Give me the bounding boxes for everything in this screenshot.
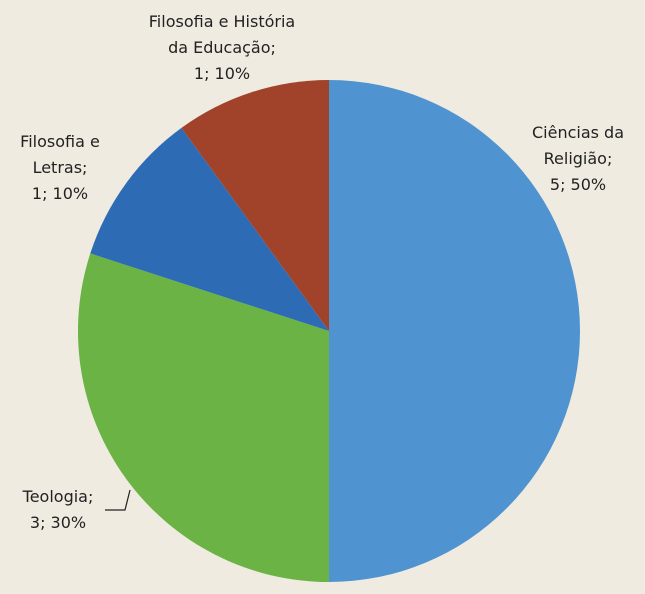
value-label: 3; 30% [29, 513, 87, 532]
category-label: Ciências da Religião; [531, 123, 625, 168]
category-label: Filosofia e História da Educação; [148, 12, 296, 57]
leader-line [105, 489, 131, 511]
value-label: 5; 50% [549, 175, 607, 194]
category-label: Teologia; [22, 487, 94, 506]
pie-slice [77, 253, 329, 582]
category-label: Filosofia e Letras; [20, 132, 100, 177]
pie-slice [90, 127, 329, 331]
slice-label: Filosofia e História da Educação; 1; 10% [142, 9, 302, 87]
value-label: 1; 10% [31, 184, 89, 203]
slice-label: Filosofia e Letras; 1; 10% [2, 129, 118, 207]
slice-label: Ciências da Religião; 5; 50% [518, 120, 638, 198]
slice-label: Teologia; 3; 30% [5, 484, 111, 536]
pie-slice [329, 80, 580, 582]
value-label: 1; 10% [193, 64, 251, 83]
pie-slice [181, 80, 329, 331]
